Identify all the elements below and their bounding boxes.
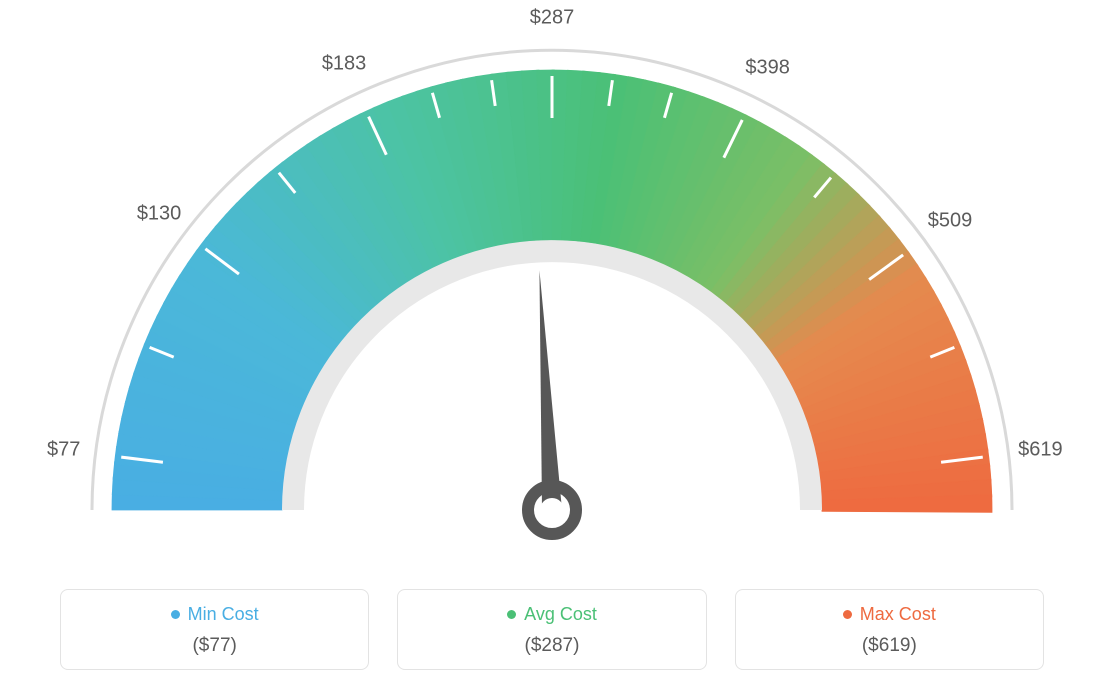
legend-card-avg: Avg Cost ($287) [397, 589, 706, 670]
dot-icon [843, 610, 852, 619]
dot-icon [507, 610, 516, 619]
legend-title-text: Min Cost [188, 604, 259, 625]
legend-title-avg: Avg Cost [507, 604, 597, 625]
legend-title-max: Max Cost [843, 604, 936, 625]
gauge-tick-label: $619 [1018, 439, 1063, 462]
legend-card-min: Min Cost ($77) [60, 589, 369, 670]
gauge-tick-label: $183 [322, 53, 367, 76]
gauge-chart: $77 $130 $183 $287 $398 $509 $619 [0, 0, 1104, 560]
gauge-svg [0, 0, 1104, 560]
legend-value-avg: ($287) [406, 635, 697, 657]
dot-icon [171, 610, 180, 619]
gauge-tick-label: $130 [137, 202, 182, 225]
gauge-tick-label: $398 [745, 56, 790, 79]
gauge-tick-label: $77 [47, 439, 80, 462]
legend-value-max: ($619) [744, 635, 1035, 657]
gauge-tick-label: $509 [928, 209, 973, 232]
legend-title-min: Min Cost [171, 604, 259, 625]
legend-title-text: Avg Cost [524, 604, 597, 625]
gauge-tick-label: $287 [530, 7, 575, 30]
legend-value-min: ($77) [69, 635, 360, 657]
legend-card-max: Max Cost ($619) [735, 589, 1044, 670]
legend-title-text: Max Cost [860, 604, 936, 625]
legend-row: Min Cost ($77) Avg Cost ($287) Max Cost … [0, 589, 1104, 670]
